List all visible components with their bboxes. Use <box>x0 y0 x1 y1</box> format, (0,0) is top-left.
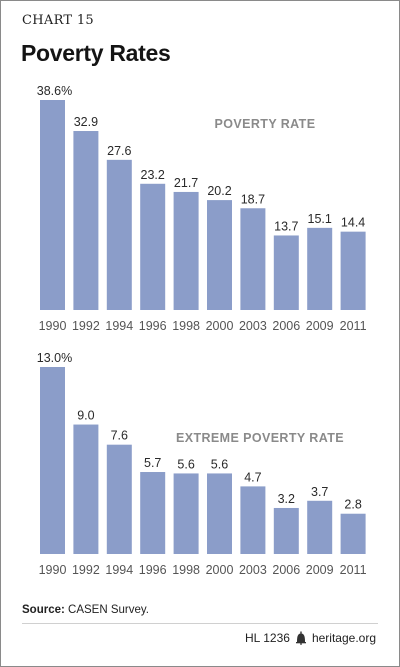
poverty-chart-title: POVERTY RATE <box>215 117 316 131</box>
source-label: Source: <box>22 604 65 616</box>
extreme-poverty-chart: EXTREME POVERTY RATE 13.0% 1990 9.0 1992 7.6 1… <box>37 351 367 577</box>
extreme-poverty-value-label-2003: 4.7 <box>244 470 261 484</box>
extreme-poverty-x-tick-1998: 1998 <box>172 563 200 577</box>
extreme-poverty-value-label-2009: 3.7 <box>311 485 328 499</box>
poverty-chart: POVERTY RATE 38.6% 1990 32.9 1992 27.6 1994 23.… <box>37 84 367 333</box>
poverty-value-label-2000: 20.2 <box>207 184 231 198</box>
poverty-value-label-1998: 21.7 <box>174 176 198 190</box>
source-text: CASEN Survey. <box>68 604 149 616</box>
extreme-poverty-bar-2009 <box>307 500 333 554</box>
chart-number: CHART 15 <box>22 13 94 28</box>
poverty-x-tick-1992: 1992 <box>72 319 100 333</box>
extreme-poverty-bar-1992 <box>73 424 99 554</box>
extreme-poverty-bar-2011 <box>340 513 366 554</box>
poverty-x-tick-1998: 1998 <box>172 319 200 333</box>
extreme-poverty-value-label-1990: 13.0% <box>37 351 72 365</box>
extreme-poverty-value-label-2006: 3.2 <box>278 492 295 506</box>
footer-code: HL 1236 <box>245 631 290 645</box>
extreme-poverty-x-tick-1990: 1990 <box>39 563 67 577</box>
extreme-poverty-x-tick-2000: 2000 <box>206 563 234 577</box>
poverty-bar-1998 <box>173 191 199 310</box>
extreme-poverty-bar-1996 <box>140 472 166 554</box>
extreme-poverty-x-tick-1992: 1992 <box>72 563 100 577</box>
extreme-poverty-x-tick-1994: 1994 <box>105 563 133 577</box>
extreme-poverty-value-label-2000: 5.6 <box>211 457 228 471</box>
extreme-poverty-bar-2003 <box>240 486 266 554</box>
extreme-poverty-chart-title: EXTREME POVERTY RATE <box>176 431 344 445</box>
extreme-poverty-x-tick-1996: 1996 <box>139 563 167 577</box>
poverty-x-tick-1996: 1996 <box>139 319 167 333</box>
extreme-poverty-value-label-1996: 5.7 <box>144 456 161 470</box>
poverty-bar-1990 <box>40 100 65 310</box>
footer-divider <box>22 623 378 624</box>
poverty-x-tick-1994: 1994 <box>105 319 133 333</box>
poverty-value-label-1992: 32.9 <box>74 115 98 129</box>
extreme-poverty-x-tick-2009: 2009 <box>306 563 334 577</box>
extreme-poverty-bar-1994 <box>106 444 132 554</box>
extreme-poverty-value-label-1998: 5.6 <box>177 457 194 471</box>
poverty-value-label-2011: 14.4 <box>341 216 365 230</box>
poverty-bar-2000 <box>207 200 232 310</box>
poverty-value-label-2006: 13.7 <box>274 219 298 233</box>
extreme-poverty-x-tick-2003: 2003 <box>239 563 267 577</box>
extreme-poverty-x-tick-2011: 2011 <box>340 563 367 577</box>
poverty-value-label-2009: 15.1 <box>308 212 332 226</box>
extreme-poverty-bar-2006 <box>273 507 299 554</box>
poverty-value-label-1996: 23.2 <box>141 168 165 182</box>
poverty-value-label-1990: 38.6% <box>37 84 72 98</box>
poverty-bar-1992 <box>73 131 99 310</box>
page-title: Poverty Rates <box>21 40 171 66</box>
extreme-poverty-value-label-2011: 2.8 <box>344 498 361 512</box>
extreme-poverty-x-tick-2006: 2006 <box>272 563 300 577</box>
poverty-value-label-1994: 27.6 <box>107 144 131 158</box>
footer: HL 1236 heritage.org <box>245 631 376 645</box>
poverty-x-tick-2000: 2000 <box>206 319 234 333</box>
poverty-bar-2003 <box>240 208 266 310</box>
poverty-bar-2009 <box>307 227 333 310</box>
poverty-bar-1996 <box>140 183 166 310</box>
liberty-bell-icon <box>295 631 306 645</box>
poverty-bar-2011 <box>340 231 366 310</box>
extreme-poverty-bar-1990 <box>40 367 65 554</box>
extreme-poverty-bar-2000 <box>207 473 232 554</box>
poverty-bar-2006 <box>273 235 299 310</box>
poverty-x-tick-2006: 2006 <box>272 319 300 333</box>
poverty-x-tick-2009: 2009 <box>306 319 334 333</box>
extreme-poverty-value-label-1994: 7.6 <box>111 429 128 443</box>
footer-site: heritage.org <box>311 631 376 645</box>
poverty-bar-1994 <box>106 159 132 310</box>
poverty-x-tick-2003: 2003 <box>239 319 267 333</box>
source-note: Source: CASEN Survey. <box>22 604 149 616</box>
extreme-poverty-value-label-1992: 9.0 <box>77 409 94 423</box>
poverty-x-tick-2011: 2011 <box>340 319 367 333</box>
poverty-x-tick-1990: 1990 <box>39 319 67 333</box>
poverty-value-label-2003: 18.7 <box>241 192 265 206</box>
extreme-poverty-bar-1998 <box>173 473 199 554</box>
